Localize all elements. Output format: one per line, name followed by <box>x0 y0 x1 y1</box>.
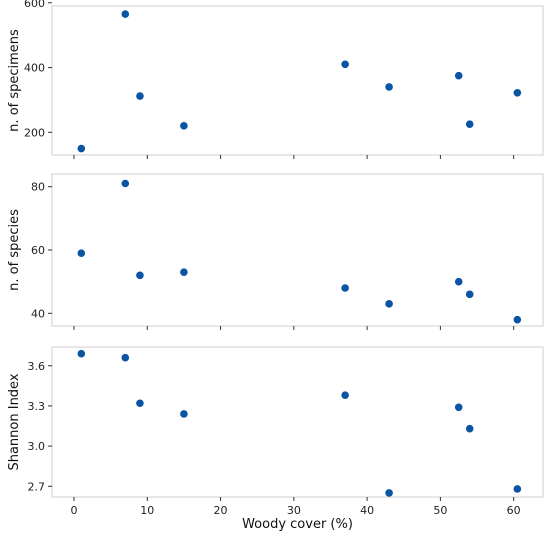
data-point <box>77 349 86 358</box>
data-point <box>465 424 474 433</box>
data-point <box>513 315 522 324</box>
x-tick-label: 0 <box>70 504 77 517</box>
data-point <box>341 284 349 292</box>
data-point <box>121 179 130 188</box>
data-point <box>454 277 463 286</box>
data-point <box>121 10 130 18</box>
data-point <box>180 268 188 276</box>
y-tick-label: 3.6 <box>28 360 46 373</box>
data-point <box>385 489 393 497</box>
data-point <box>341 60 349 69</box>
panel-frame <box>51 5 544 156</box>
data-point <box>385 300 393 308</box>
y-axis-label: n. of specimens <box>7 29 22 132</box>
data-point <box>77 249 86 257</box>
data-point <box>454 403 463 412</box>
panel-frame <box>51 346 544 498</box>
data-point <box>465 290 474 299</box>
panel-2: 40 60 80 n. of species <box>7 173 544 330</box>
data-point <box>513 89 522 97</box>
x-axis-label: Woody cover (%) <box>242 517 353 532</box>
data-point <box>465 120 474 129</box>
data-point <box>136 92 144 100</box>
y-tick-label: 200 <box>24 126 45 139</box>
data-point <box>180 122 188 130</box>
data-point <box>513 485 522 493</box>
y-tick-label: 2.7 <box>28 480 46 493</box>
data-point <box>180 410 188 418</box>
data-point <box>136 399 144 408</box>
data-point <box>136 271 144 280</box>
y-tick-label: 3.3 <box>28 400 46 413</box>
y-tick-label: 3.0 <box>28 440 46 453</box>
x-tick-label: 40 <box>360 504 374 517</box>
data-point <box>77 144 86 153</box>
panel-3: 2.7 3.0 3.3 3.6 Shannon Index <box>7 346 544 501</box>
panel-1: 200 400 600 n. of specimens <box>7 0 544 159</box>
x-axis: 0 10 20 30 40 50 60 <box>70 504 520 517</box>
data-point <box>341 391 349 400</box>
y-tick-label: 600 <box>24 0 45 10</box>
data-point <box>385 83 393 91</box>
y-tick-label: 400 <box>24 62 45 75</box>
x-tick-label: 20 <box>214 504 228 517</box>
y-tick-label: 60 <box>31 244 45 257</box>
y-tick-label: 40 <box>31 307 45 320</box>
y-axis-label: Shannon Index <box>7 373 22 470</box>
y-tick-label: 80 <box>31 181 45 194</box>
data-point <box>454 71 463 80</box>
data-point <box>121 353 130 362</box>
x-tick-label: 50 <box>433 504 447 517</box>
x-tick-label: 10 <box>140 504 154 517</box>
x-tick-label: 30 <box>287 504 301 517</box>
panel-frame <box>51 173 544 327</box>
x-tick-label: 60 <box>507 504 521 517</box>
y-axis-label: n. of species <box>7 209 22 291</box>
